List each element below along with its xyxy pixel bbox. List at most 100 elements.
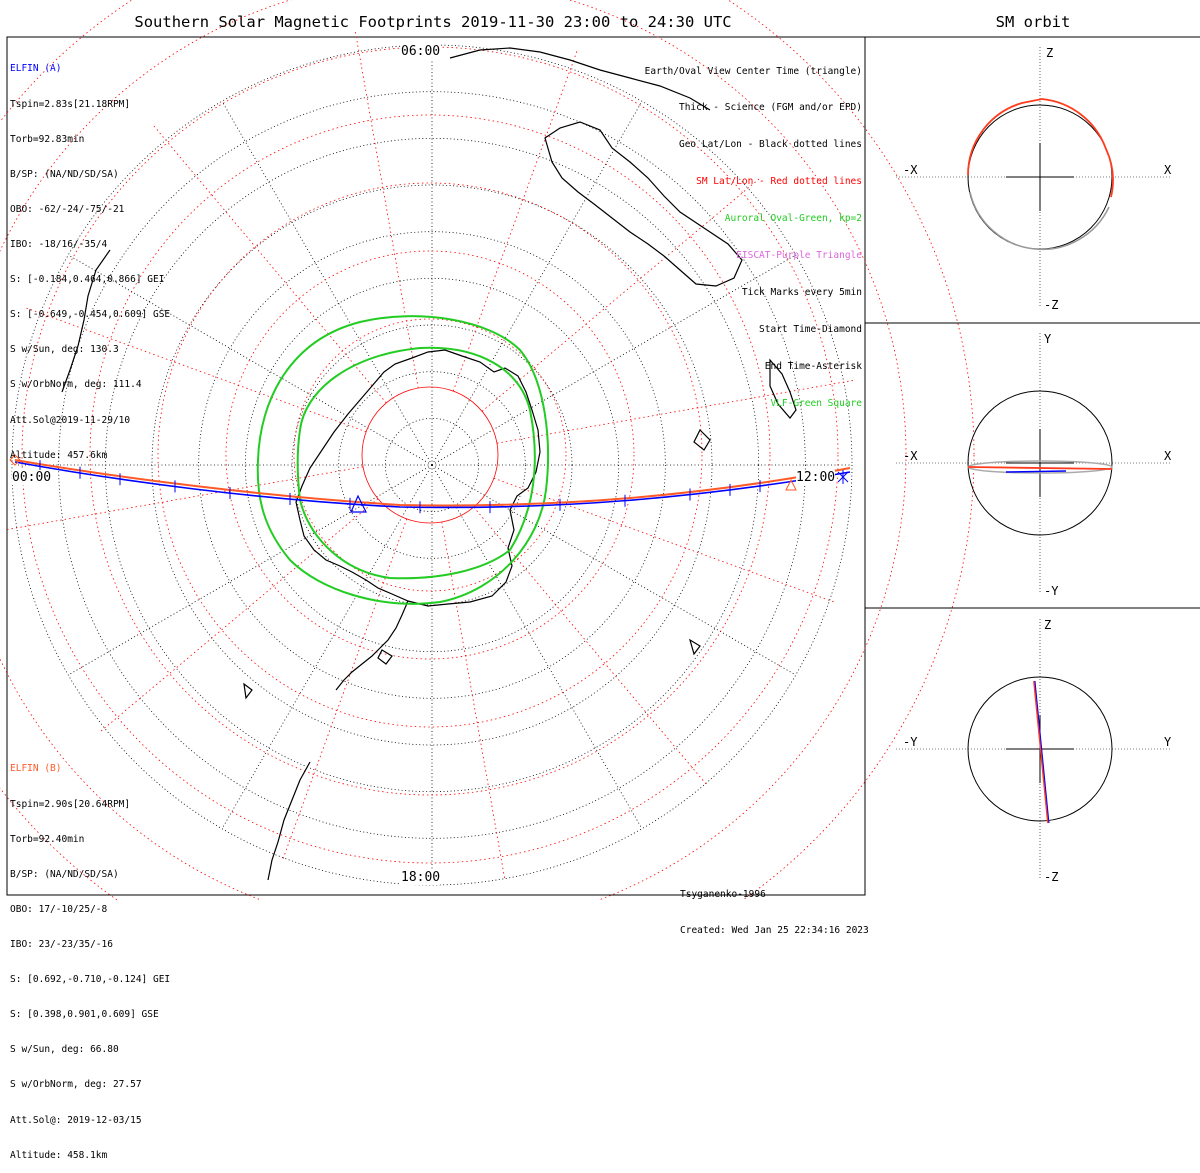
sm-lon-line xyxy=(496,379,854,444)
sm-lat-circle xyxy=(361,386,499,524)
sm-orbit-title: SM orbit xyxy=(995,13,1071,31)
p1-bottom-label: -Z xyxy=(1044,298,1058,312)
elfin-b-ibo: IBO: 23/-23/35/-16 xyxy=(10,938,113,950)
elfin-b-sun: S w/Sun, deg: 66.80 xyxy=(10,1044,119,1056)
track-elfin-b xyxy=(14,459,851,507)
geo-lon-line xyxy=(431,254,796,466)
elfin-a-attsol: Att.Sol@2019-11-29/10 xyxy=(10,414,131,426)
p2-left-label: -X xyxy=(903,449,918,463)
sm-lon-line xyxy=(354,31,419,389)
credits-model: Tsyganenko-1996 xyxy=(680,889,766,901)
elfin-b-info: ELFIN (B) Tspin=2.90s[20.64RPM] Torb=92.… xyxy=(10,740,170,1173)
geo-lat-circle xyxy=(244,277,620,653)
geo-lon-line xyxy=(221,464,433,829)
legend-end-time: End Time-Asterisk xyxy=(764,360,862,372)
elfin-b-bsp: B/SP: (NA/ND/SD/SA) xyxy=(10,868,119,880)
coastlines xyxy=(61,47,797,881)
p1-left-label: -X xyxy=(903,163,918,177)
elfin-a-ibo: IBO: -18/16/-35/4 xyxy=(10,238,108,250)
nz-coast xyxy=(769,358,797,419)
elfin-b-altitude: Altitude: 458.1km xyxy=(10,1149,108,1161)
elfin-b-orbnorm: S w/OrbNorm, deg: 27.57 xyxy=(10,1079,142,1091)
tracks xyxy=(9,454,851,514)
sm-lat-circle xyxy=(0,0,975,900)
elfin-b-torb: Torb=92.40min xyxy=(10,833,85,845)
elfin-b-tspin: Tspin=2.90s[20.64RPM] xyxy=(10,798,131,810)
auroral-oval-inner xyxy=(296,346,536,580)
legend-view-center: Earth/Oval View Center Time (triangle) xyxy=(644,65,862,77)
start-diamond xyxy=(9,454,21,466)
elfin-a-altitude: Altitude: 457.6km xyxy=(10,449,108,461)
indonesia-coast xyxy=(449,47,711,111)
elfin-b-gei: S: [0.692,-0.710,-0.124] GEI xyxy=(10,974,171,986)
orbit-panel-xz: Z -Z -X X xyxy=(896,46,1172,312)
p3-right-label: Y xyxy=(1164,735,1172,749)
auroral-oval xyxy=(256,315,550,605)
legend-science: Thick - Science (FGM and/or EPD) xyxy=(678,102,862,114)
elfin-b-name: ELFIN (B) xyxy=(10,763,62,775)
sm-lon-line xyxy=(100,498,379,732)
geo-grid xyxy=(11,44,853,886)
sm-lat-circle xyxy=(225,250,635,660)
africa-coast xyxy=(61,249,111,393)
sm-lon-line xyxy=(452,50,578,392)
elfin-b-attsol: Att.Sol@: 2019-12-03/15 xyxy=(10,1114,142,1126)
geo-lat-circle xyxy=(338,371,526,559)
plot-title: Southern Solar Magnetic Footprints 2019-… xyxy=(134,13,732,31)
sm-lat-circle xyxy=(0,0,907,900)
sm-orbit-panels: Z -Z -X X Y -Y -X X Z -Z -Y Y xyxy=(896,46,1172,884)
sm-lon-line xyxy=(6,466,364,531)
geo-lon-line xyxy=(221,101,433,466)
orbit-panel-yz: Z -Z -Y Y xyxy=(896,618,1172,884)
auroral-oval-outer xyxy=(256,315,550,605)
sm-lon-line xyxy=(473,506,707,785)
p2-bottom-label: -Y xyxy=(1044,584,1059,598)
clock-label-top: 06:00 xyxy=(401,44,441,59)
legend: Earth/Oval View Center Time (triangle) T… xyxy=(645,41,862,422)
southamerica-coast xyxy=(267,761,311,881)
geo-lon-line xyxy=(68,254,433,466)
sm-lon-line xyxy=(493,477,835,603)
credits: Tsyganenko-1996 Created: Wed Jan 25 22:3… xyxy=(680,866,869,948)
elfin-a-orbnorm: S w/OrbNorm, deg: 111.4 xyxy=(10,379,142,391)
clock-label-left: 00:00 xyxy=(12,470,52,485)
legend-eiscat: EISCAT-Purple Triangle xyxy=(736,250,862,262)
sm-lon-line xyxy=(441,521,506,879)
geo-lon-line xyxy=(431,101,643,466)
sm-lon-line xyxy=(153,125,387,404)
elfin-b-obo: OBO: 17/-10/25/-8 xyxy=(10,903,108,915)
geo-lon-line xyxy=(431,464,796,676)
view-center-triangle-b xyxy=(785,478,797,491)
orbit-panel-xy: Y -Y -X X xyxy=(896,332,1172,598)
sm-lat-circle xyxy=(293,318,567,592)
legend-start-time: Start Time-Diamond xyxy=(759,323,862,335)
geo-lat-circle xyxy=(58,91,806,839)
antarctic-peninsula xyxy=(335,600,409,691)
elfin-a-sun: S w/Sun, deg: 130.3 xyxy=(10,344,119,356)
p1-top-label: Z xyxy=(1046,46,1053,60)
australia-coast xyxy=(544,121,743,287)
view-center-triangle xyxy=(350,494,367,513)
legend-vlf: VLF-Green Square xyxy=(770,397,862,409)
sm-lon-line xyxy=(481,178,760,412)
sm-lon-line xyxy=(282,518,408,860)
p1-right-label: X xyxy=(1164,163,1172,177)
geo-lat-circle xyxy=(198,231,666,699)
geo-lon-line xyxy=(431,464,643,829)
legend-sm-grid: SM Lat/Lon - Red dotted lines xyxy=(696,176,862,188)
clock-label-bottom: 18:00 xyxy=(401,870,441,885)
elfin-a-obo: OBO: -62/-24/-75/-21 xyxy=(10,203,125,215)
elfin-b-gse: S: [0.398,0.901,0.609] GSE xyxy=(10,1009,159,1021)
sm-lat-circle xyxy=(157,182,703,728)
elfin-a-name: ELFIN (A) xyxy=(10,63,62,75)
track-elfin-a xyxy=(14,461,851,509)
elfin-a-info: ELFIN (A) Tspin=2.83s[21.18RPM] Torb=92.… xyxy=(10,40,170,473)
geo-lat-circle xyxy=(104,137,760,793)
sm-lat-circle xyxy=(89,114,771,796)
geo-lat-circle xyxy=(11,44,853,886)
p3-top-label: Z xyxy=(1044,618,1051,632)
p3-bottom-label: -Z xyxy=(1044,870,1058,884)
legend-geo-grid: Geo Lat/Lon - Black dotted lines xyxy=(678,139,862,151)
elfin-a-tspin: Tspin=2.83s[21.18RPM] xyxy=(10,98,131,110)
elfin-a-gse: S: [-0.649,-0.454,0.609] GSE xyxy=(10,309,171,321)
